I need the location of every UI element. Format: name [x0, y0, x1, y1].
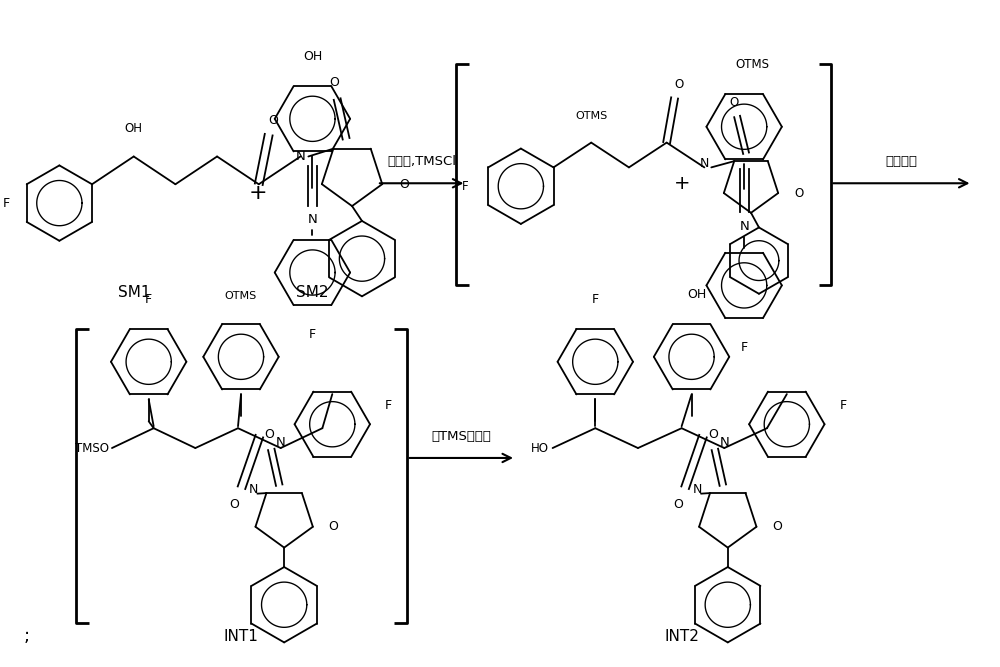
Text: SM1: SM1 — [118, 285, 150, 300]
Text: 碱试剂,TMSCl: 碱试剂,TMSCl — [387, 155, 456, 168]
Text: OH: OH — [303, 50, 322, 63]
Text: F: F — [462, 179, 468, 193]
Text: ;: ; — [24, 628, 30, 646]
Text: OH: OH — [687, 288, 706, 301]
Text: F: F — [385, 399, 392, 412]
Text: F: F — [741, 341, 748, 354]
Text: OTMS: OTMS — [225, 291, 257, 301]
Text: OH: OH — [125, 121, 143, 135]
Text: O: O — [673, 498, 683, 511]
Text: N: N — [276, 436, 286, 449]
Text: N: N — [308, 213, 317, 227]
Text: +: + — [249, 183, 267, 203]
Text: +: + — [673, 174, 690, 193]
Text: F: F — [145, 293, 152, 306]
Text: HO: HO — [531, 442, 549, 454]
Text: O: O — [399, 177, 409, 191]
Text: O: O — [794, 187, 803, 199]
Text: N: N — [739, 220, 749, 233]
Text: O: O — [772, 520, 782, 534]
Text: N: N — [700, 157, 709, 170]
Text: N: N — [296, 150, 305, 163]
Text: O: O — [264, 428, 274, 442]
Text: 路易斯酸: 路易斯酸 — [885, 155, 917, 168]
Text: INT1: INT1 — [224, 629, 258, 644]
Text: O: O — [329, 76, 339, 89]
Text: O: O — [708, 428, 718, 442]
Text: TMSO: TMSO — [75, 442, 109, 454]
Text: 脱TMS保护基: 脱TMS保护基 — [431, 430, 491, 443]
Text: INT2: INT2 — [664, 629, 699, 644]
Text: F: F — [592, 293, 599, 306]
Text: O: O — [230, 498, 239, 511]
Text: O: O — [329, 520, 339, 534]
Text: SM2: SM2 — [296, 285, 329, 300]
Text: O: O — [730, 95, 739, 109]
Text: N: N — [693, 483, 702, 496]
Text: O: O — [269, 114, 279, 127]
Text: N: N — [719, 436, 729, 449]
Text: OTMS: OTMS — [575, 111, 607, 121]
Text: F: F — [3, 197, 10, 209]
Text: F: F — [839, 399, 847, 412]
Text: F: F — [309, 328, 316, 341]
Text: O: O — [674, 78, 683, 91]
Text: N: N — [249, 483, 258, 496]
Text: OTMS: OTMS — [735, 58, 769, 71]
